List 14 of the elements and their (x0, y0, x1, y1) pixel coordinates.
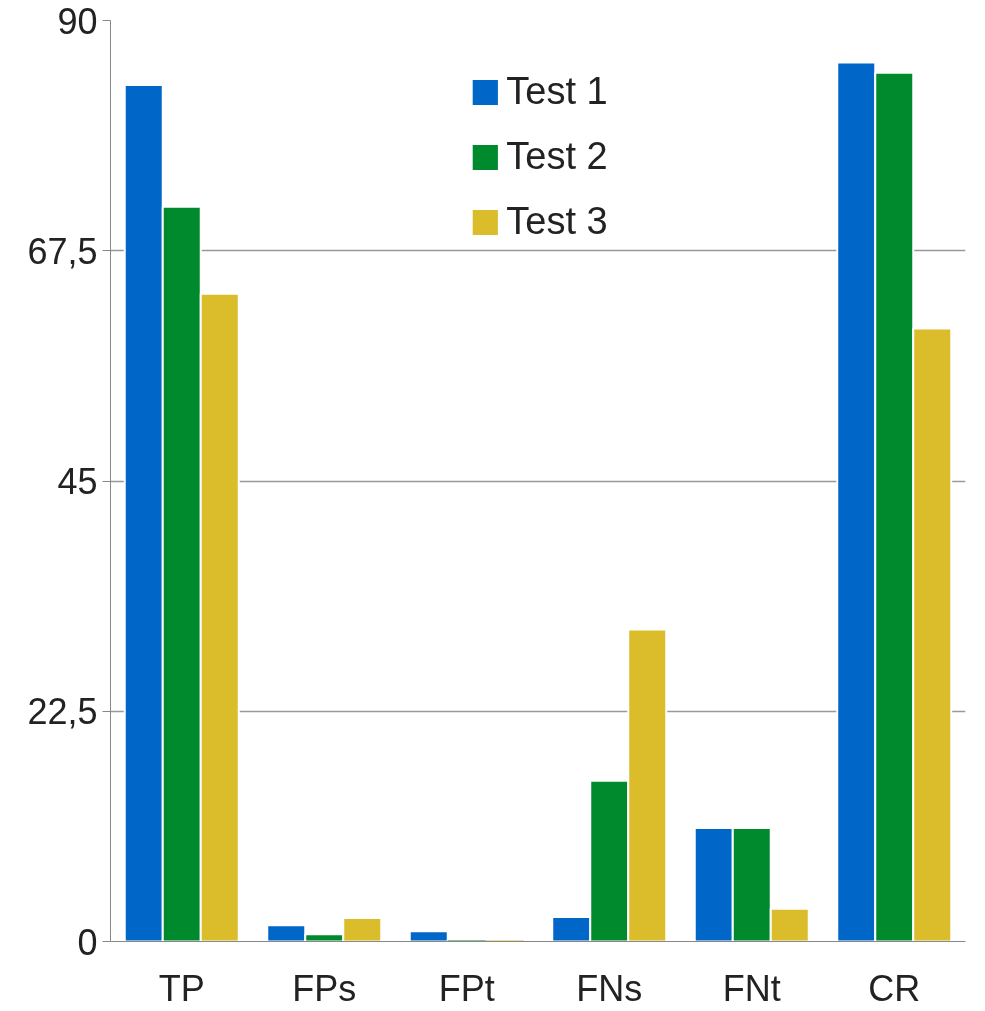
y-tick-label: 45 (57, 461, 98, 502)
y-tick-label: 90 (57, 0, 98, 42)
legend-label: Test 3 (506, 200, 608, 243)
legend-label: Test 2 (506, 135, 608, 178)
y-tick-label: 22,5 (27, 691, 98, 733)
x-tick-label: FPt (438, 967, 495, 1009)
x-tick-label: CR (868, 967, 921, 1009)
y-tick-label: 0 (77, 921, 98, 963)
x-tick-label: FNt (722, 967, 781, 1009)
y-tick-label: 67,5 (27, 230, 98, 272)
legend-label: Test 1 (506, 70, 608, 113)
x-tick-label: FNs (576, 967, 643, 1009)
x-tick-label: FPs (292, 967, 357, 1009)
x-tick-label: TP (158, 967, 205, 1009)
